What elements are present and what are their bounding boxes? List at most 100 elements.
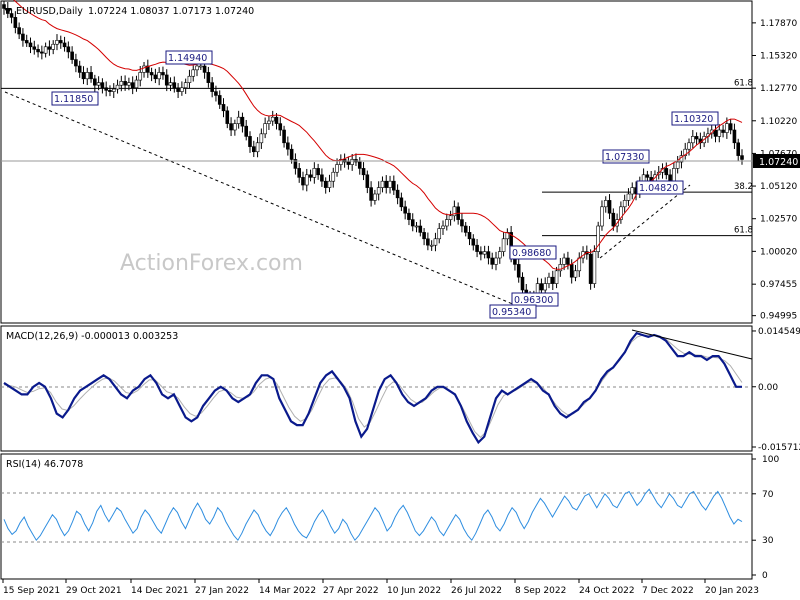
candle-body	[146, 65, 150, 73]
candle-body	[206, 72, 211, 83]
macd-axis-label: 0.014549	[758, 327, 800, 337]
candle-body	[123, 81, 127, 86]
candle-body	[429, 244, 434, 247]
candle-body	[471, 238, 476, 246]
candle-body	[588, 253, 593, 284]
candle-body	[725, 123, 729, 133]
candle-body	[24, 40, 29, 44]
candle-body	[229, 123, 233, 131]
candle-body	[142, 65, 146, 73]
candle-body	[274, 116, 279, 124]
candle-body	[694, 136, 699, 140]
candle-body	[626, 193, 631, 201]
candle-body	[176, 87, 180, 92]
candle-body	[675, 161, 680, 169]
price-axis-label: 0.97455	[760, 280, 797, 290]
candle-body	[414, 225, 419, 228]
time-axis-label: 27 Jan 2022	[195, 586, 249, 596]
candle-body	[566, 257, 570, 265]
candle-body	[236, 116, 241, 124]
candle-body	[32, 46, 37, 50]
time-axis-label: 20 Jan 2023	[705, 586, 759, 596]
candle-body	[111, 88, 116, 92]
time-axis-label: 10 Jun 2022	[387, 586, 441, 596]
candle-body	[365, 174, 370, 188]
candle-body	[422, 232, 426, 240]
candle-body	[2, 4, 6, 9]
header-ohlc: 1.07224 1.08037 1.07173 1.07240	[88, 6, 254, 17]
price-label: 1.14940	[168, 53, 207, 64]
candle-body	[297, 168, 302, 178]
macd-axis-label: 0.00	[758, 383, 778, 393]
rsi-line	[3, 488, 743, 542]
price-label: 0.98680	[512, 248, 551, 259]
candle-body	[441, 225, 445, 229]
candle-body	[482, 251, 487, 255]
candle-body	[316, 168, 320, 176]
candle-body	[668, 174, 672, 182]
candle-body	[263, 123, 267, 135]
candle-body	[592, 251, 597, 284]
candle-body	[89, 72, 93, 80]
candle-body	[357, 161, 362, 169]
candle-body	[108, 90, 112, 92]
candle-body	[267, 120, 271, 124]
candle-body	[195, 65, 199, 71]
candle-body	[138, 72, 143, 81]
candle-body	[70, 51, 74, 60]
candle-body	[202, 65, 207, 73]
candle-body	[463, 225, 468, 233]
macd-panel: MACD(12,26,9) -0.000013 0.003253 0.01454…	[0, 325, 800, 453]
candle-body	[501, 238, 506, 252]
last-price-value: 1.07240	[759, 157, 798, 168]
candle-body	[55, 40, 59, 45]
candle-body	[81, 72, 86, 80]
rsi-plot-frame	[0, 453, 753, 580]
candle-body	[221, 104, 226, 112]
candle-body	[350, 159, 354, 165]
candle-body	[282, 129, 286, 144]
candle-body	[490, 257, 495, 265]
candle-body	[740, 155, 744, 160]
candle-body	[191, 69, 196, 77]
candle-body	[721, 129, 725, 133]
time-axis-label: 26 Jul 2022	[451, 586, 502, 596]
candle-body	[21, 33, 25, 41]
candle-body	[713, 129, 718, 137]
time-axis-label: 7 Dec 2022	[642, 586, 694, 596]
price-label-box	[165, 50, 213, 65]
price-label: 1.04820	[639, 183, 678, 194]
candle-body	[403, 206, 407, 214]
macd-line	[3, 331, 742, 445]
candle-body	[251, 146, 256, 153]
candle-body	[293, 159, 298, 169]
candle-body	[600, 206, 604, 227]
watermark: ActionForex.com	[120, 251, 303, 276]
price-label: 0.95340	[492, 307, 531, 318]
price-axis-label: 1.10220	[760, 117, 797, 127]
candle-body	[475, 244, 479, 252]
candle-body	[577, 257, 582, 272]
price-axis-label: 1.00020	[760, 247, 797, 257]
candle-body	[278, 123, 283, 131]
candle-body	[187, 75, 192, 83]
candle-body	[384, 180, 389, 188]
candle-body	[134, 79, 139, 89]
time-axis-label: 8 Sep 2022	[515, 586, 566, 596]
macd-trendline	[631, 329, 753, 360]
candle-body	[622, 200, 627, 208]
candle-body	[479, 251, 483, 255]
candle-body	[43, 46, 48, 54]
candle-body	[289, 148, 294, 160]
candle-body	[127, 82, 131, 86]
candle-body	[36, 49, 40, 53]
candle-body	[664, 168, 669, 176]
price-label: 0.96300	[514, 295, 553, 306]
macd-plot-frame	[0, 325, 753, 452]
price-level-label: 38.2	[734, 182, 753, 192]
price-level-label: 61.8	[734, 226, 753, 236]
moving-average-line	[13, 0, 743, 270]
candle-body	[543, 283, 548, 291]
candle-body	[611, 212, 616, 227]
candle-body	[47, 46, 52, 50]
